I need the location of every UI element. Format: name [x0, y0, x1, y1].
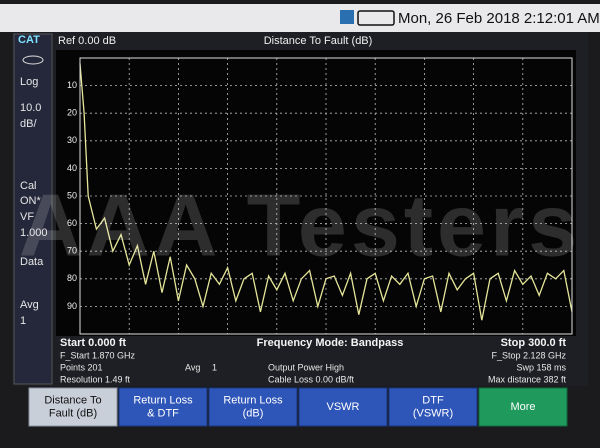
sidebar-item: VF [20, 211, 34, 223]
y-tick-label: 70 [67, 246, 77, 256]
sidebar-item: Cal [20, 180, 37, 192]
plot-background [56, 50, 576, 336]
sidebar-item: Log [20, 76, 38, 88]
f-start: F_Start 1.870 GHz [60, 350, 136, 360]
y-tick-label: 80 [67, 273, 77, 283]
softkey-label: Return Loss [133, 394, 193, 406]
sidebar-item: dB/ [20, 118, 37, 130]
softkey-label: Fault (dB) [49, 407, 97, 419]
mode-label: Frequency Mode: Bandpass [257, 337, 404, 349]
softkey[interactable] [208, 387, 298, 427]
chart-title: Distance To Fault (dB) [264, 35, 373, 47]
battery-icon [357, 10, 395, 26]
y-tick-label: 40 [67, 163, 77, 173]
y-tick-label: 50 [67, 190, 77, 200]
max-distance: Max distance 382 ft [488, 374, 567, 384]
watermark: AAA Testers [19, 175, 581, 274]
sidebar-item: 10.0 [20, 102, 41, 114]
softkey-label: More [510, 401, 535, 413]
sidebar-item: 1.000 [20, 227, 48, 239]
softkey[interactable] [388, 387, 478, 427]
plot-border [79, 57, 573, 335]
sidebar [13, 33, 53, 385]
sidebar-item: CAT [18, 34, 40, 46]
cable-loss: Cable Loss 0.00 dB/ft [268, 374, 355, 384]
softkey[interactable] [28, 387, 118, 427]
softkey-label: Distance To [44, 394, 101, 406]
sidebar-item: Data [20, 256, 44, 268]
resolution: Resolution 1.49 ft [60, 374, 131, 384]
avg-label: Avg [185, 362, 200, 372]
y-tick-label: 10 [67, 80, 77, 90]
f-stop: F_Stop 2.128 GHz [491, 350, 566, 360]
datetime: Mon, 26 Feb 2018 2:12:01 AM [398, 10, 600, 27]
softkey-label: (VSWR) [413, 407, 453, 419]
trace-line [79, 63, 573, 321]
stop-label: Stop 300.0 ft [501, 337, 567, 349]
softkey-label: Return Loss [223, 394, 283, 406]
softkey[interactable] [118, 387, 208, 427]
softkey[interactable] [478, 387, 568, 427]
points: Points 201 [60, 362, 103, 372]
sweep-time: Swp 158 ms [516, 362, 566, 372]
start-label: Start 0.000 ft [60, 337, 126, 349]
usb-icon [340, 10, 354, 24]
sidebar-item: Avg [20, 299, 39, 311]
softkey[interactable] [298, 387, 388, 427]
status-bar [0, 4, 600, 32]
y-tick-label: 60 [67, 218, 77, 228]
softkey-label: DTF [422, 394, 444, 406]
reference-level: Ref 0.00 dB [58, 35, 116, 47]
y-tick-label: 20 [67, 108, 77, 118]
plot: 10 20 30 40 50 60 70 80 90 [67, 58, 573, 334]
y-tick-label: 30 [67, 135, 77, 145]
sidebar-item: 1 [20, 315, 26, 327]
softkey-label: & DTF [147, 407, 179, 419]
avg-value: 1 [212, 362, 217, 372]
softkey-label: (dB) [243, 407, 264, 419]
softkey-label: VSWR [327, 401, 360, 413]
y-tick-label: 90 [67, 301, 77, 311]
output-power: Output Power High [268, 362, 344, 372]
sidebar-item: ON* [20, 195, 42, 207]
sweep-icon [22, 55, 44, 65]
